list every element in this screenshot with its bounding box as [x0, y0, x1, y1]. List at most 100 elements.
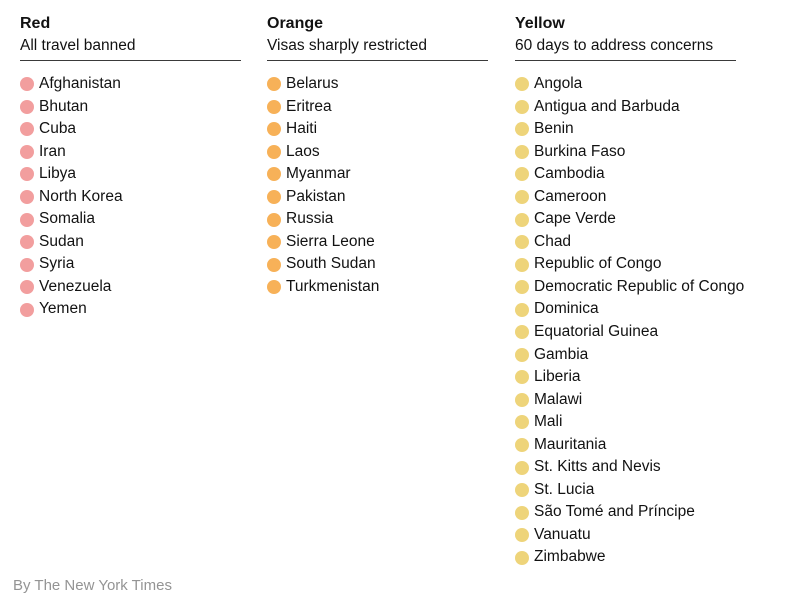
country-item: Eritrea — [267, 96, 488, 119]
country-label: Malawi — [534, 390, 583, 408]
category-column-yellow: Yellow 60 days to address concerns Angol… — [515, 0, 744, 569]
country-label: Venezuela — [39, 277, 112, 295]
country-label: Iran — [39, 142, 66, 160]
category-dot-icon — [20, 99, 34, 114]
category-dot-icon — [515, 280, 529, 295]
category-subtitle: 60 days to address concerns — [515, 37, 714, 54]
category-dot-icon — [267, 190, 281, 204]
category-dot-icon — [515, 460, 529, 475]
country-label: Zimbabwe — [534, 548, 606, 566]
byline-credit: By The New York Times — [13, 577, 172, 594]
country-item: Somalia — [20, 208, 241, 231]
country-item: Yemen — [20, 298, 241, 321]
country-label: South Sudan — [286, 255, 376, 273]
country-item: Cuba — [20, 118, 241, 141]
country-label: Gambia — [534, 345, 589, 363]
country-label: Syria — [39, 255, 75, 273]
country-item: Angola — [515, 73, 736, 96]
category-dot-icon — [515, 235, 529, 250]
category-column-red: Red All travel banned Afghanistan Bhutan C… — [20, 0, 241, 321]
category-dot-icon — [20, 212, 34, 227]
country-item: Cape Verde — [515, 208, 736, 231]
category-dot-icon — [267, 77, 281, 92]
category-subtitle: Visas sharply restricted — [267, 37, 427, 54]
country-label: Eritrea — [286, 97, 332, 115]
country-label: Haiti — [286, 120, 318, 138]
country-label: Dominica — [534, 300, 599, 318]
country-label: Republic of Congo — [534, 255, 662, 273]
country-label: St. Kitts and Nevis — [534, 458, 661, 476]
country-item: Cambodia — [515, 163, 736, 186]
country-label: Russia — [286, 210, 334, 228]
country-label: Liberia — [534, 368, 581, 386]
country-item: Iran — [20, 141, 241, 164]
category-dot-icon — [515, 438, 529, 453]
country-list-yellow: Angola Antigua and Barbuda Benin Burkina Fa… — [515, 73, 744, 569]
category-dot-icon — [267, 235, 281, 250]
country-item: Vanuatu — [515, 524, 736, 547]
category-dot-icon — [515, 77, 529, 92]
country-item: St. Kitts and Nevis — [515, 456, 736, 479]
country-list-orange: Belarus Eritrea Haiti Laos Myanmar Pakistan Ru… — [267, 73, 488, 298]
category-dot-icon — [515, 99, 529, 114]
country-item: Dominica — [515, 298, 736, 321]
country-item: North Korea — [20, 186, 241, 209]
country-label: Somalia — [39, 210, 95, 228]
category-dot-icon — [515, 415, 529, 430]
country-label: Mauritania — [534, 435, 607, 453]
category-dot-icon — [20, 122, 34, 137]
category-dot-icon — [20, 235, 34, 250]
country-item: Mali — [515, 411, 736, 434]
category-dot-icon — [267, 167, 281, 182]
country-label: Pakistan — [286, 187, 346, 205]
country-item: Sierra Leone — [267, 231, 488, 254]
country-item: Benin — [515, 118, 736, 141]
category-dot-icon — [20, 257, 34, 272]
country-item: Mauritania — [515, 434, 736, 457]
country-item: Republic of Congo — [515, 253, 736, 276]
country-label: Laos — [286, 142, 320, 160]
country-item: Afghanistan — [20, 73, 241, 96]
category-dot-icon — [515, 483, 529, 498]
category-title: Orange — [267, 15, 324, 32]
category-dot-icon — [515, 144, 529, 159]
divider-rule — [20, 60, 241, 61]
category-column-orange: Orange Visas sharply restricted Belarus E… — [267, 0, 488, 298]
category-dot-icon — [267, 257, 281, 272]
category-dot-icon — [515, 257, 529, 272]
category-dot-icon — [515, 190, 529, 204]
country-list-red: Afghanistan Bhutan Cuba Iran Libya North Kore… — [20, 73, 241, 321]
country-label: Equatorial Guinea — [534, 323, 659, 341]
category-dot-icon — [515, 370, 529, 385]
country-item: Turkmenistan — [267, 276, 488, 299]
country-label: Afghanistan — [39, 75, 121, 92]
country-item: Venezuela — [20, 276, 241, 299]
category-dot-icon — [20, 280, 34, 295]
country-item: Myanmar — [267, 163, 488, 186]
country-item: Antigua and Barbuda — [515, 96, 736, 119]
country-label: Antigua and Barbuda — [534, 97, 680, 115]
country-label: St. Lucia — [534, 480, 595, 498]
category-dot-icon — [267, 280, 281, 295]
category-dot-icon — [515, 528, 529, 543]
country-label: Sierra Leone — [286, 232, 375, 250]
country-item: Liberia — [515, 366, 736, 389]
country-item: South Sudan — [267, 253, 488, 276]
country-label: Cuba — [39, 120, 77, 138]
country-item: Bhutan — [20, 96, 241, 119]
country-item: São Tomé and Príncipe — [515, 501, 736, 524]
country-label: Cameroon — [534, 187, 607, 205]
category-title: Red — [20, 15, 51, 32]
category-title: Yellow — [515, 15, 565, 32]
country-label: Mali — [534, 413, 563, 431]
category-dot-icon — [20, 167, 34, 182]
category-dot-icon — [515, 167, 529, 182]
country-item: Russia — [267, 208, 488, 231]
category-dot-icon — [515, 550, 529, 565]
category-dot-icon — [20, 190, 34, 204]
country-item: Gambia — [515, 344, 736, 367]
country-label: Cambodia — [534, 165, 605, 183]
category-dot-icon — [515, 392, 529, 407]
country-label: Benin — [534, 120, 574, 138]
